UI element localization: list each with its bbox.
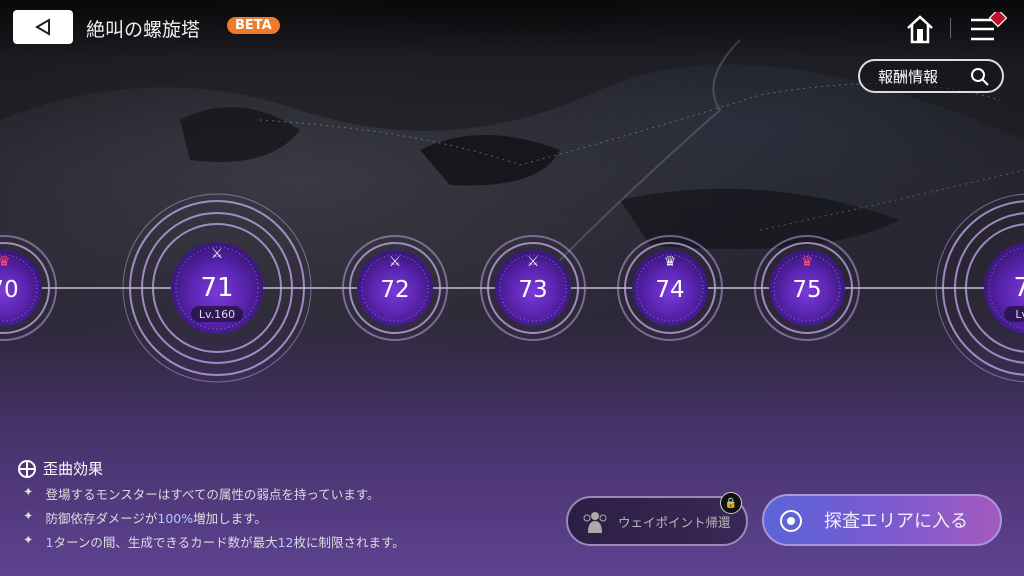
stage-node-75[interactable]: ♛ 75 <box>754 235 860 341</box>
page-title: 絶叫の螺旋塔 <box>86 19 201 41</box>
hamburger-menu-icon <box>971 8 1008 41</box>
waypoint-return-label: ウェイポイント帰還 <box>618 514 731 530</box>
effect-text: 1ターンの間、生成できるカード数が最大12枚に制限されます。 <box>45 535 405 550</box>
stage-core <box>632 250 708 326</box>
elite-crest-white-icon: ♛ <box>664 254 677 270</box>
stage-ring <box>141 212 293 364</box>
effect-item: ✦ 防御依存ダメージが100%増加します。 <box>23 508 405 527</box>
stage-number: 73 <box>518 277 547 303</box>
stage-ring <box>754 235 860 341</box>
stage-ring <box>0 235 57 341</box>
sparkle-icon: ✦ <box>23 508 34 523</box>
stage-ring <box>617 235 723 341</box>
target-icon <box>780 510 802 532</box>
stage-number: 76 <box>1013 273 1024 303</box>
search-icon <box>971 68 989 86</box>
menu-button[interactable] <box>970 8 1010 46</box>
stage-level: Lv.16 <box>1015 308 1024 321</box>
stage-number: 74 <box>655 277 684 303</box>
stage-node-70[interactable]: ♛ 70 <box>0 235 57 341</box>
stage-number: 72 <box>380 277 409 303</box>
stage-core <box>0 250 42 326</box>
stage-ring <box>935 193 1024 383</box>
beta-badge: BETA <box>227 17 280 34</box>
stage-node-71[interactable]: ⚔ 71 Lv.160 <box>122 193 312 383</box>
stage-ring <box>487 242 579 334</box>
triangle-left-icon <box>35 18 50 36</box>
reward-info-label: 報酬情報 <box>878 67 939 86</box>
effect-text: 防御依存ダメージが100%増加します。 <box>45 511 267 526</box>
stage-ring <box>129 200 305 376</box>
effect-text: 登場するモンスターはすべての属性の弱点を持っています。 <box>45 487 380 502</box>
stage-node-73[interactable]: ⚔ 73 <box>480 235 586 341</box>
lock-icon: 🔒 <box>720 492 742 514</box>
stage-node-72[interactable]: ⚔ 72 <box>342 235 448 341</box>
stage-node-74[interactable]: ♛ 74 <box>617 235 723 341</box>
crossed-swords-icon: ⚔ <box>389 254 402 270</box>
home-icon <box>907 15 933 44</box>
effect-item: ✦ 登場するモンスターはすべての属性の弱点を持っています。 <box>23 484 405 503</box>
crossed-swords-icon: ⚔ <box>527 254 540 270</box>
crosshair-circle-icon <box>18 459 36 478</box>
stage-ring <box>624 242 716 334</box>
stage-ring <box>349 242 441 334</box>
enter-exploration-area-label: 探査エリアに入る <box>824 511 968 532</box>
waypoint-return-button[interactable]: ウェイポイント帰還 🔒 <box>566 492 748 546</box>
stage-number: 71 <box>200 273 233 303</box>
stage-number: 75 <box>792 277 821 303</box>
stage-ring <box>342 235 448 341</box>
reward-info-button[interactable]: 報酬情報 <box>858 59 1004 93</box>
stage-node-76[interactable]: ⚔76Lv.16 <box>935 193 1024 383</box>
sparkle-icon: ✦ <box>23 484 34 499</box>
effects-title: 歪曲効果 <box>43 460 104 478</box>
distortion-effects-panel: 歪曲効果 ✦ 登場するモンスターはすべての属性の弱点を持っています。 ✦ 防御依存ダメ… <box>17 458 405 551</box>
divider <box>950 18 951 38</box>
stage-ring <box>480 235 586 341</box>
stage-core <box>495 250 571 326</box>
stage-ring <box>965 223 1024 353</box>
home-button[interactable] <box>906 14 934 48</box>
enter-exploration-area-button[interactable]: 探査エリアに入る <box>762 494 1002 546</box>
stage-ring <box>942 200 1024 376</box>
effect-item: ✦ 1ターンの間、生成できるカード数が最大12枚に制限されます。 <box>23 532 405 551</box>
stage-ring <box>152 223 282 353</box>
stage-level: Lv.160 <box>199 308 235 321</box>
party-silhouette-icon <box>583 512 607 533</box>
stage-ring <box>0 242 50 334</box>
sparkle-icon: ✦ <box>23 532 34 547</box>
boss-crest-red-icon: ♛ <box>801 254 814 270</box>
back-button[interactable] <box>13 10 73 44</box>
boss-crest-red-icon: ♛ <box>0 254 10 270</box>
stage-ring <box>122 193 312 383</box>
stage-number: 70 <box>0 277 19 303</box>
stage-ring <box>954 212 1024 364</box>
stage-core <box>357 250 433 326</box>
stage-core <box>769 250 845 326</box>
stage-ring <box>761 242 853 334</box>
top-bar <box>0 0 1024 60</box>
crossed-swords-icon: ⚔ <box>211 246 224 262</box>
